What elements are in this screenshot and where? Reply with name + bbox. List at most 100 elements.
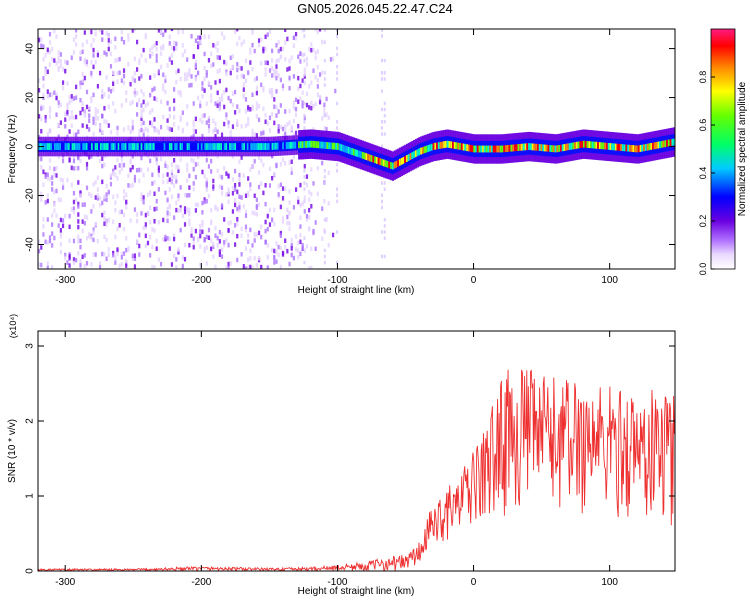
noise-mark [157,29,160,33]
noise-mark [46,217,49,222]
noise-mark [72,154,76,160]
ridge-peak [538,144,542,151]
noise-mark [72,158,76,164]
noise-mark [103,194,106,200]
noise-mark [77,180,80,185]
noise-mark [166,172,169,177]
noise-mark [144,243,147,249]
noise-mark [122,195,126,200]
ridge-peak [280,142,283,150]
noise-mark [231,54,235,59]
noise-mark [146,192,150,198]
noise-mark [120,103,123,108]
noise-mark [244,193,248,199]
noise-mark [83,30,86,35]
noise-mark [46,69,49,75]
noise-mark [131,125,134,130]
noise-mark [103,106,106,111]
noise-mark [129,81,132,87]
noise-mark [294,234,298,239]
ridge-peak [593,141,597,149]
noise-mark [294,31,298,37]
noise-mark [288,226,291,231]
noise-mark [57,100,60,105]
noise-mark [203,173,206,179]
noise-mark [168,57,171,62]
ridge-peak [71,143,75,150]
ridge-peak [151,143,154,150]
noise-mark [92,131,95,137]
ridge-peak [614,143,618,151]
noise-mark [188,207,191,213]
noise-mark [51,243,54,248]
noise-mark [277,58,280,63]
noise-mark [85,104,89,110]
noise-mark [138,232,141,238]
noise-mark [70,55,73,60]
noise-mark [105,218,108,224]
noise-mark [168,113,171,119]
streak-mark [381,230,383,234]
noise-mark [242,204,245,209]
noise-mark [101,37,104,42]
noise-mark [88,191,91,197]
noise-mark [64,213,67,219]
noise-mark [109,51,113,57]
noise-mark [288,86,291,91]
noise-mark [114,58,117,63]
ridge-peak [92,143,96,150]
noise-mark [275,241,278,246]
noise-mark [59,120,62,125]
noise-mark [105,197,108,202]
noise-mark [192,54,195,59]
noise-mark [175,70,178,75]
noise-mark [168,236,171,242]
noise-mark [268,207,272,213]
ridge-peak [271,142,274,150]
noise-mark [92,64,95,70]
noise-mark [138,58,141,63]
noise-mark [105,192,108,197]
noise-mark [129,101,132,106]
noise-mark [201,119,204,125]
ridge-peak [255,143,259,150]
noise-mark [105,183,108,189]
noise-mark [164,234,167,240]
noise-mark [205,245,208,250]
noise-mark [81,106,84,112]
noise-mark [92,252,95,257]
ridge-peak [448,141,451,148]
ridge-peak [287,142,290,149]
noise-mark [149,110,152,115]
noise-mark [227,261,230,267]
streak-mark [323,58,326,63]
noise-mark [294,106,298,112]
ridge-peak [444,140,448,148]
ridge-peak [179,143,182,150]
noise-mark [94,221,97,227]
noise-mark [299,96,302,101]
noise-mark [53,202,56,207]
ridge-peak [282,142,285,150]
ridge-peak [352,148,356,156]
noise-mark [77,219,80,224]
streak-mark [381,126,383,130]
noise-mark [238,194,241,200]
noise-mark [125,199,128,205]
ridge-peak [390,162,393,169]
noise-mark [286,248,289,254]
noise-mark [162,179,165,185]
noise-mark [166,179,169,185]
noise-mark [196,202,200,208]
noise-mark [55,213,58,218]
noise-mark [85,235,89,241]
noise-mark [301,201,304,207]
noise-mark [68,213,71,219]
noise-mark [40,37,43,42]
noise-mark [90,154,93,159]
noise-mark [305,62,309,67]
ridge-peak [112,143,115,150]
noise-mark [216,100,219,105]
streak-mark [336,46,339,51]
